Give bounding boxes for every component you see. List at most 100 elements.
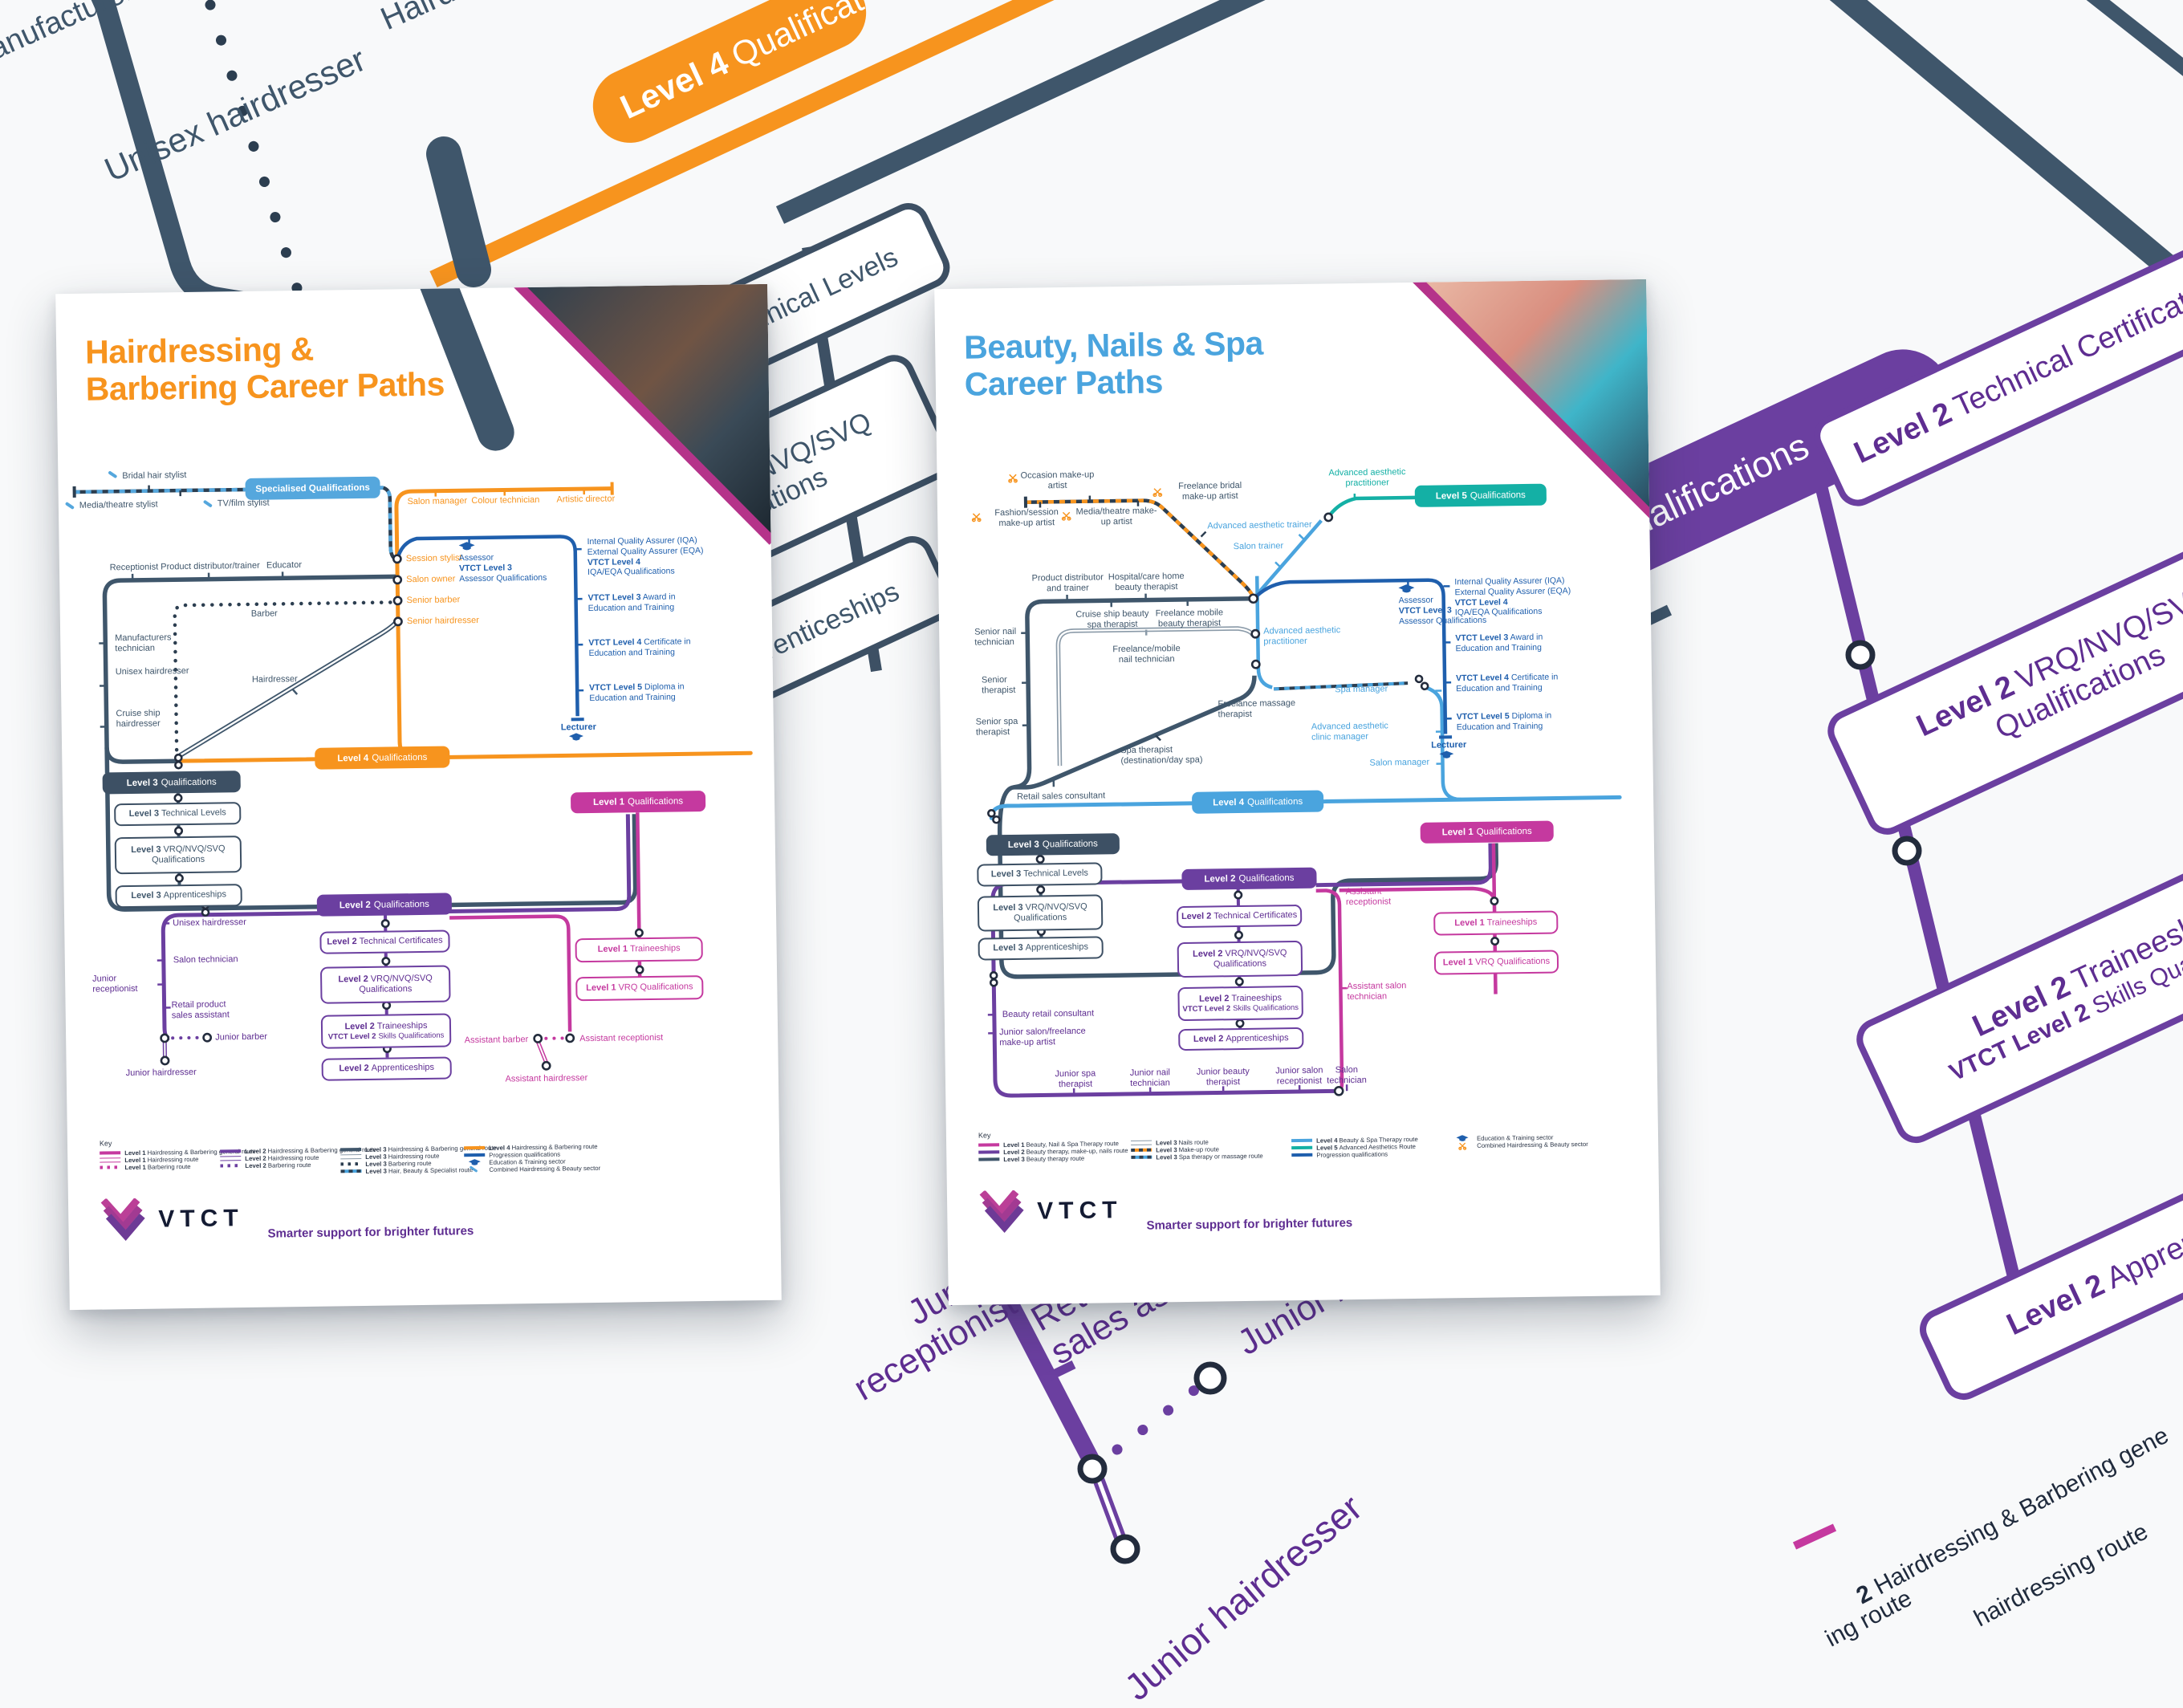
pink-level1-line	[448, 812, 640, 1039]
station-salon-manager: Salon manager	[1369, 758, 1429, 769]
station-freelance-massage: Freelance massage therapist	[1218, 698, 1307, 720]
page: { "colors":{"orange":"#f7941e","light_bl…	[0, 0, 2183, 1634]
station-junior-spa: Junior spa therapist	[1040, 1068, 1111, 1089]
station-cruise: Cruise ship hairdresser	[116, 708, 193, 729]
station-beauty-retail: Beauty retail consultant	[1002, 1008, 1115, 1019]
teal-level5-line	[1330, 498, 1416, 514]
station-retail-product: Retail product sales assistant	[172, 999, 238, 1020]
station-unisex-bottom: Unisex hairdresser	[173, 917, 246, 929]
station-assistant-receptionist: Assistant receptionist	[1346, 886, 1413, 907]
station-adv-practitioner: Advanced aesthetic practitioner	[1263, 625, 1353, 647]
iqa-block: Internal Quality Assurer (IQA)External Q…	[587, 535, 716, 578]
station-assistant-hairdresser: Assistant hairdresser	[497, 1073, 596, 1084]
station-senior-therapist: Senior therapist	[982, 675, 1031, 696]
station-junior-barber: Junior barber	[215, 1032, 267, 1043]
station-barber: Barber	[251, 608, 278, 619]
graduation-cap-icon	[569, 733, 583, 742]
lightblue-trainer-line	[1254, 521, 1322, 597]
station-occasion: Occasion make-up artist	[1020, 470, 1094, 490]
station-educator: Educator	[254, 560, 314, 571]
bg-dark-band-title	[444, 154, 474, 270]
vtct-logo-text: VTCT	[1037, 1197, 1123, 1225]
station-colour-technician: Colour technician	[466, 495, 545, 506]
bg-dark-band-corner	[2037, 0, 2183, 77]
station-freelance-nail: Freelance/mobile nail technician	[1108, 644, 1185, 665]
station-fashion: Fashion/session make-up artist	[984, 507, 1069, 529]
station-cruise-spa: Cruise ship beauty spa therapist	[1074, 609, 1151, 630]
vtct-logo-text: VTCT	[158, 1205, 244, 1233]
certificate-block: VTCT Level 4 Certificate in Education an…	[1456, 672, 1568, 694]
tagline: Smarter support for brighter futures	[267, 1224, 474, 1241]
station-salon-trainer: Salon trainer	[1234, 541, 1284, 551]
graduation-cap-icon	[1398, 584, 1414, 594]
station-session-stylist: Session stylist	[406, 553, 462, 564]
diploma-block: VTCT Level 5 Diploma in Education and Tr…	[1457, 710, 1569, 733]
bg-dotted-barber-line	[210, 5, 300, 299]
station-junior-freelance: Junior salon/freelance make-up artist	[999, 1027, 1087, 1048]
station-bridal: Bridal hair stylist	[122, 470, 186, 482]
vtct-logo: VTCT	[100, 1197, 244, 1242]
bg-dark-line-gap	[780, 0, 1332, 215]
station-artistic-director: Artistic director	[548, 494, 624, 505]
graduation-cap-icon	[459, 542, 475, 551]
award-block: VTCT Level 3 Award in Education and Trai…	[587, 592, 695, 613]
station-spa-manager: Spa manager	[1335, 684, 1388, 694]
graduation-cap-icon	[464, 1158, 485, 1165]
station-senior-barber: Senior barber	[406, 595, 460, 605]
station-product-distributor: Product distributor and trainer	[1030, 572, 1105, 593]
station-assistant-salon-technician: Assistant salon technician	[1347, 981, 1417, 1002]
station-spa-therapist: Spa therapist (destination/day spa)	[1120, 744, 1212, 766]
station-media: Media/theatre stylist	[79, 499, 158, 510]
station-salon-technician: Salon technician	[173, 954, 238, 966]
station-junior-receptionist: Junior receptionist	[92, 974, 155, 994]
station-senior-nail: Senior nail technician	[974, 627, 1026, 648]
station-assistant-receptionist: Assistant receptionist	[579, 1033, 663, 1044]
scissors-icon	[1452, 1141, 1473, 1149]
key-title: Key	[978, 1131, 991, 1139]
station-manufacturers: Manufacturers technician	[115, 632, 192, 653]
poster-hairdressing-barbering: Hairdressing &Barbering Career Paths Bri…	[55, 284, 782, 1310]
vtct-chevron-icon	[979, 1190, 1026, 1234]
station-junior-nail: Junior nail technician	[1114, 1068, 1186, 1088]
scissors-icon	[1152, 486, 1163, 497]
station-senior-hairdresser: Senior hairdresser	[407, 616, 479, 627]
station-junior-beauty: Junior beauty therapist	[1185, 1067, 1262, 1088]
key-title: Key	[100, 1139, 112, 1147]
station-freelance-mobile: Freelance mobile beauty therapist	[1154, 608, 1225, 628]
bg-key-swatch	[1795, 1527, 1835, 1546]
station-media-makeup: Media/theatre make-up artist	[1074, 506, 1159, 527]
station-hairdresser: Hairdresser	[252, 674, 298, 685]
scissors-icon	[1007, 473, 1018, 483]
tagline: Smarter support for brighter futures	[1146, 1216, 1352, 1233]
scissors-icon	[971, 511, 982, 522]
station-adv-trainer: Advanced aesthetic trainer	[1207, 520, 1311, 531]
station-senior-spa: Senior spa therapist	[976, 717, 1027, 738]
station-lecturer: Lecturer	[550, 722, 608, 734]
station-salon-technician: Salon technician	[1319, 1065, 1374, 1086]
bg-purple-connector	[1812, 449, 2022, 1313]
certificate-block: VTCT Level 4 Certificate in Education an…	[588, 636, 701, 659]
station-lecturer: Lecturer	[1419, 740, 1478, 751]
station-product-distributor: Product distributor/trainer	[149, 561, 271, 573]
station-junior-hairdresser: Junior hairdresser	[126, 1068, 197, 1079]
